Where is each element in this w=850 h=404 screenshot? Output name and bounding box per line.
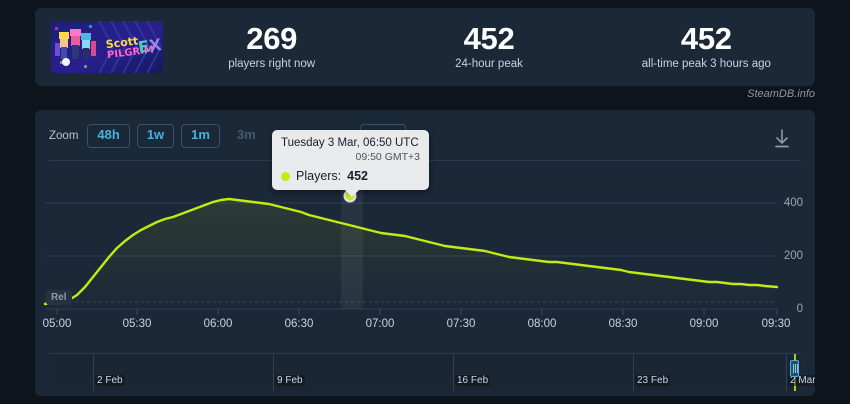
tooltip-series-row: Players: 452 <box>281 169 420 183</box>
x-axis-label-1: 05:30 <box>122 318 152 330</box>
navigator-gridline <box>273 354 274 391</box>
y-axis-label-0: 0 <box>796 303 803 315</box>
stat-label: all-time peak 3 hours ago <box>641 58 771 71</box>
game-capsule-image[interactable]: Scott PILGRIM EX <box>51 21 163 73</box>
stat-group: 269 players right now 452 24-hour peak 4… <box>163 8 815 86</box>
range-navigator[interactable]: 2 Feb 9 Feb 16 Feb 23 Feb 2 Mar <box>49 353 815 391</box>
x-axis-label-6: 08:00 <box>527 318 557 330</box>
tooltip-subtitle: 09:50 GMT+3 <box>355 151 421 164</box>
x-axis-label-5: 07:30 <box>446 318 476 330</box>
steamdb-watermark: SteamDB.info <box>747 88 815 100</box>
tooltip-series-value: 452 <box>347 169 369 184</box>
stat-players-now: 269 players right now <box>163 23 380 71</box>
zoom-button-3m[interactable]: 3m <box>236 127 256 142</box>
stat-label: players right now <box>228 58 316 71</box>
x-axis-label-2: 06:00 <box>203 318 233 330</box>
navigator-gridline <box>633 354 634 391</box>
svg-text:Scott: Scott <box>105 34 139 51</box>
navigator-gridline <box>786 354 787 391</box>
stat-all-time-peak: 452 all-time peak 3 hours ago <box>598 23 815 71</box>
release-marker-flag[interactable]: Rel <box>46 290 72 305</box>
navigator-right-handle[interactable] <box>790 360 799 377</box>
x-axis-label-7: 08:30 <box>608 318 638 330</box>
zoom-button-1w[interactable]: 1w <box>136 124 175 148</box>
navigator-gridline <box>453 354 454 391</box>
plot-area: 400 200 0 05:00 05:30 06:00 06:30 07:00 … <box>35 110 815 396</box>
zoom-button-48h[interactable]: 48h <box>87 124 130 148</box>
chart-tooltip: Tuesday 3 Mar, 06:50 UTC 09:50 GMT+3 Pla… <box>272 130 429 198</box>
x-axis-label-3: 06:30 <box>284 318 314 330</box>
navigator-tick-23-feb: 23 Feb <box>635 375 671 386</box>
navigator-tick-9-feb: 9 Feb <box>275 375 305 386</box>
navigator-tick-16-feb: 16 Feb <box>455 375 491 386</box>
stat-label: 24-hour peak <box>455 58 523 71</box>
chart-panel: Zoom 48h 1w 1m 3m 6m 1y max <box>35 110 815 396</box>
tooltip-title: Tuesday 3 Mar, 06:50 UTC <box>281 137 419 149</box>
stat-value: 452 <box>463 21 515 57</box>
y-axis-label-200: 200 <box>783 250 803 262</box>
stat-24h-peak: 452 24-hour peak <box>380 23 597 71</box>
navigator-gridline <box>93 354 94 391</box>
navigator-tick-2-mar: 2 Mar <box>788 375 815 386</box>
x-axis-label-0: 05:00 <box>42 318 72 330</box>
download-icon[interactable] <box>771 128 793 150</box>
stat-value: 452 <box>680 21 732 57</box>
stats-panel: Scott PILGRIM EX 269 players right now 4… <box>35 8 815 86</box>
svg-text:EX: EX <box>137 35 163 57</box>
series-color-dot-icon <box>281 171 290 181</box>
x-axis-label-8: 09:00 <box>689 318 719 330</box>
zoom-label: Zoom <box>49 129 79 142</box>
x-axis-label-4: 07:00 <box>365 318 395 330</box>
x-axis-label-9: 09:30 <box>761 318 791 330</box>
zoom-button-1m[interactable]: 1m <box>181 124 220 148</box>
tooltip-arrow-icon <box>344 189 360 198</box>
tooltip-series-label: Players: <box>296 169 342 184</box>
navigator-tick-2-feb: 2 Feb <box>95 375 125 386</box>
stat-value: 269 <box>246 21 298 57</box>
y-axis-label-400: 400 <box>783 197 803 209</box>
